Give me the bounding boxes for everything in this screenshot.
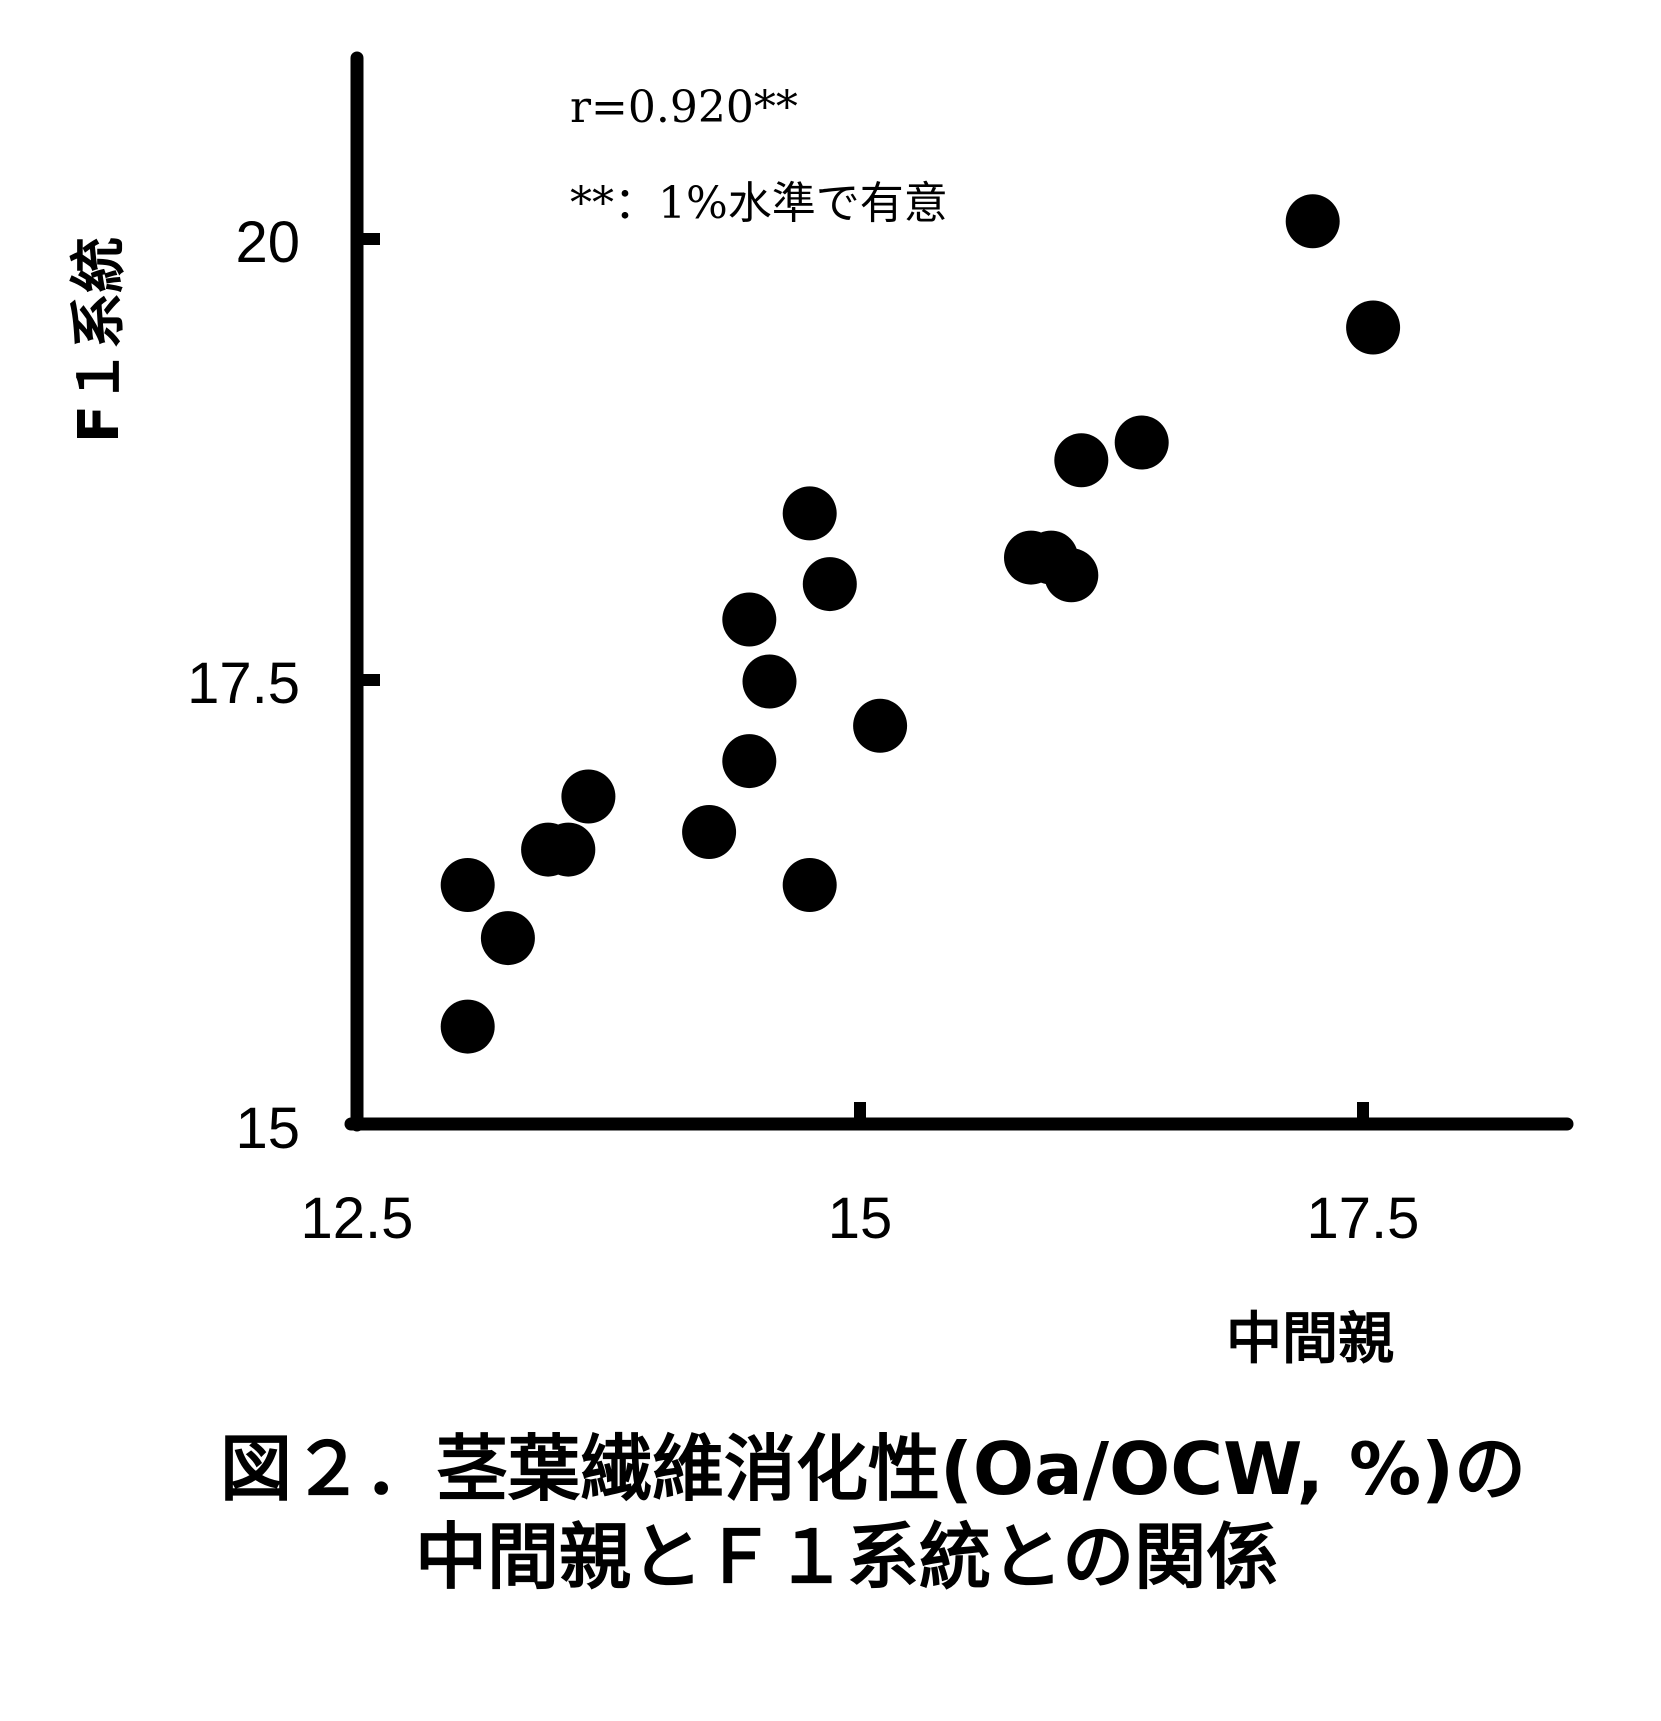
data-point-20: [1285, 194, 1340, 249]
y-tick-label-15: 15: [235, 1096, 300, 1161]
figure-caption: 図２．茎葉繊維消化性(Oa/OCW, %)の 中間親とＦ１系統との関係: [220, 1425, 1620, 1601]
data-points: [440, 194, 1401, 1054]
data-point-9: [722, 592, 777, 647]
data-point-11: [782, 486, 837, 541]
data-point-7: [682, 805, 737, 859]
y-axis-title: F１系統: [67, 237, 132, 443]
x-tick-label-12-5: 12.5: [301, 1186, 414, 1251]
data-point-2: [480, 911, 535, 966]
data-point-18: [1054, 433, 1109, 488]
data-point-14: [853, 698, 908, 753]
data-point-8: [722, 734, 777, 789]
x-axis-title: 中間親: [1226, 1307, 1394, 1372]
correlation-annotation: r=0.920**: [570, 82, 798, 133]
data-point-21: [1346, 300, 1401, 355]
significance-note: **：1%水準で有意: [570, 178, 948, 229]
data-point-10: [742, 654, 797, 709]
data-point-13: [802, 557, 857, 612]
caption-line-2: 中間親とＦ１系統との関係: [415, 1515, 1279, 1599]
y-tick-label-17-5: 17.5: [187, 651, 300, 716]
x-tick-label-15: 15: [828, 1186, 893, 1251]
y-tick-label-20: 20: [235, 210, 300, 275]
data-point-19: [1114, 415, 1169, 470]
data-point-17: [1044, 548, 1099, 603]
data-point-5: [541, 822, 596, 877]
caption-line-1: 図２．茎葉繊維消化性(Oa/OCW, %)の: [220, 1427, 1527, 1511]
x-tick-label-17-5: 17.5: [1307, 1186, 1420, 1251]
data-point-3: [440, 999, 495, 1054]
data-point-6: [561, 769, 616, 824]
data-point-12: [782, 858, 837, 912]
data-point-1: [440, 858, 495, 912]
